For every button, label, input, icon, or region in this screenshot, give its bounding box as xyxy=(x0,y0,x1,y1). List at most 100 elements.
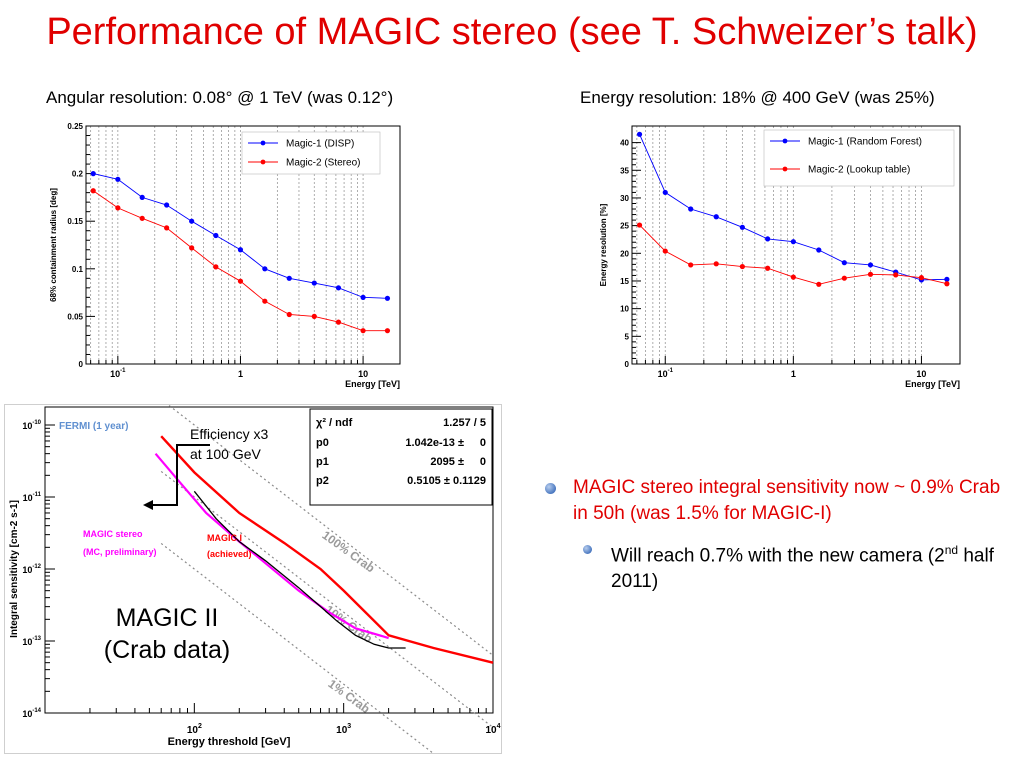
magic2-label: MAGIC II (Crab data) xyxy=(82,602,252,666)
data-point xyxy=(662,189,668,196)
magic-stereo-label-sub: (MC, preliminary) xyxy=(83,547,157,557)
data-point xyxy=(662,248,668,254)
y-tick-label: 10-10 xyxy=(22,420,41,431)
series-line xyxy=(193,490,406,649)
magic-stereo-label: MAGIC stereo xyxy=(83,529,143,539)
plot-frame xyxy=(85,125,401,365)
magic1-label: MAGIC I xyxy=(207,533,242,543)
legend-label: Magic-1 (DISP) xyxy=(286,139,354,150)
y-tick-label: 15 xyxy=(620,277,629,286)
angular-resolution-chart: 0 0.05 0.1 0.15 0.2 0.25 10-1 1 10 Energy [TeV] 68… xyxy=(44,118,404,390)
data-point xyxy=(893,272,899,278)
data-point xyxy=(790,239,796,245)
y-tick-label: 5 xyxy=(625,332,630,341)
fit-box xyxy=(309,408,493,506)
series-line xyxy=(154,452,389,640)
data-point xyxy=(164,225,170,231)
data-point xyxy=(90,171,96,177)
y-axis-label: Integral sensitivity [cm-2 s-1] xyxy=(9,500,20,638)
data-point xyxy=(115,205,121,211)
angular-resolution-caption: Angular resolution: 0.08° @ 1 TeV (was 0… xyxy=(46,88,394,107)
bullet-list: MAGIC stereo integral sensitivity now ~ … xyxy=(545,475,1015,595)
x-axis-label: Energy [TeV] xyxy=(345,379,400,389)
data-point xyxy=(765,265,771,271)
y-tick-label: 0.2 xyxy=(72,170,84,179)
data-point xyxy=(944,281,950,287)
data-point xyxy=(335,285,342,291)
y-tick-label: 0.15 xyxy=(67,217,83,226)
data-point xyxy=(360,328,366,334)
plot-frame xyxy=(631,125,961,365)
y-tick-label: 0 xyxy=(625,360,630,369)
data-point xyxy=(688,206,694,212)
data-point xyxy=(944,276,950,282)
crab-reference-label: 1% Crab xyxy=(325,677,372,717)
data-point xyxy=(286,275,292,281)
y-tick-label: 0 xyxy=(79,360,84,369)
fit-param-value: 0.5105 ± 0.1129 xyxy=(407,475,486,487)
y-tick-label: 0.05 xyxy=(67,312,83,321)
y-tick-label: 40 xyxy=(620,139,629,148)
y-tick-label: 25 xyxy=(620,222,629,231)
data-point xyxy=(311,280,317,286)
data-point xyxy=(139,215,145,221)
energy-resolution-chart: 0 5 10 15 20 25 30 35 40 10-1 1 10 Energy [TeV] Energ… xyxy=(598,118,966,392)
fermi-label: FERMI (1 year) xyxy=(59,421,128,432)
x-axis-label: Energy [TeV] xyxy=(905,379,960,389)
data-point xyxy=(790,274,796,280)
y-tick-label: 10 xyxy=(620,305,629,314)
y-axis-label: Energy resolution [%] xyxy=(599,203,608,286)
y-tick-label: 0.1 xyxy=(72,265,84,274)
series-line xyxy=(160,435,494,664)
magic2-label-line-1: MAGIC II xyxy=(115,604,219,632)
y-tick-label: 10-11 xyxy=(23,492,42,503)
data-point xyxy=(189,245,195,251)
fit-param-error: 0 xyxy=(480,437,486,449)
legend-marker xyxy=(782,166,788,172)
data-point xyxy=(739,263,745,270)
x-tick-label: 104 xyxy=(485,723,500,736)
y-tick-label: 10-13 xyxy=(22,636,41,647)
sub-bullet-icon xyxy=(583,545,592,554)
data-point xyxy=(713,214,719,220)
bullet-icon xyxy=(545,483,556,494)
legend-label: Magic-2 (Lookup table) xyxy=(808,165,910,176)
x-tick-label: 1 xyxy=(238,369,243,379)
data-point xyxy=(688,262,694,268)
y-tick-label: 10-14 xyxy=(22,708,41,719)
y-tick-label: 35 xyxy=(620,166,629,175)
x-axis-label: Energy threshold [GeV] xyxy=(168,736,291,748)
y-axis-label: 68% containment radius [deg] xyxy=(49,188,58,302)
fit-param-name: p0 xyxy=(316,437,329,449)
legend-box xyxy=(241,131,381,175)
y-tick-label: 0.25 xyxy=(67,122,83,131)
y-tick-label: 10-12 xyxy=(22,564,41,575)
data-point xyxy=(213,232,219,239)
x-tick-label: 10 xyxy=(916,369,926,379)
bullet-item-camera: Will reach 0.7% with the new camera (2nd… xyxy=(579,537,1015,595)
data-point xyxy=(262,266,268,272)
y-tick-label: 20 xyxy=(620,249,629,258)
data-point xyxy=(636,131,643,137)
data-point xyxy=(164,202,170,208)
data-point xyxy=(739,224,745,230)
data-point xyxy=(841,260,847,266)
data-point xyxy=(713,261,719,267)
x-tick-label: 102 xyxy=(187,723,202,736)
bullet-item-sensitivity: MAGIC stereo integral sensitivity now ~ … xyxy=(545,475,1015,527)
efficiency-annotation: Efficiency x3 at 100 GeV xyxy=(190,424,268,464)
data-point xyxy=(636,222,643,228)
x-tick-label: 1 xyxy=(791,369,796,379)
data-point xyxy=(816,281,822,287)
data-point xyxy=(189,218,195,224)
data-point xyxy=(139,194,145,200)
data-point xyxy=(115,176,121,182)
legend-marker xyxy=(782,138,788,144)
efficiency-arrow xyxy=(151,444,210,506)
legend-label: Magic-1 (Random Forest) xyxy=(808,137,922,148)
x-tick-label: 10 xyxy=(358,369,368,379)
data-point xyxy=(384,328,391,334)
bullet-text-sensitivity: MAGIC stereo integral sensitivity now ~ … xyxy=(573,477,1001,524)
data-point xyxy=(816,247,822,253)
slide-title: Performance of MAGIC stereo (see T. Schw… xyxy=(46,11,978,53)
